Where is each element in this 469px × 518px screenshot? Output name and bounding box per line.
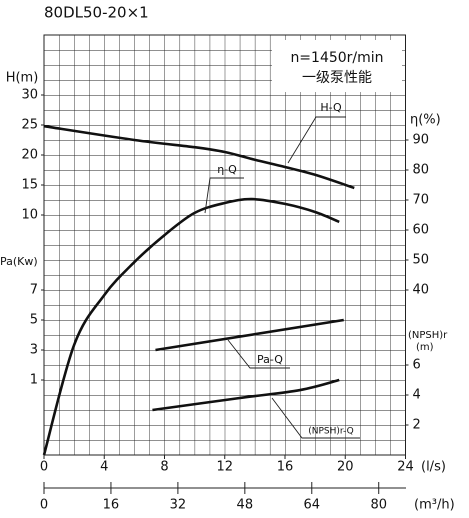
curve [152,378,340,412]
y-tick-label: 2 [413,418,421,433]
leader-line [287,116,346,164]
annotation: n=1450r/min [290,50,383,66]
curve-label: (NPSH)r-Q [308,427,353,437]
x-tick-label: 4 [100,460,108,475]
x-tick-label: 8 [160,460,168,475]
x2-tick-label: 64 [304,498,321,513]
chart-title: 80DL50-20×1 [44,4,149,22]
x2-tick-label: 16 [103,498,120,513]
y-tick-label: 20 [21,148,38,163]
leader-line [271,397,360,439]
y-tick-label: 40 [413,283,430,298]
y-axis-label: Pa(Kw) [0,255,38,268]
leader-line [204,177,244,214]
y-tick-label: 1 [30,373,38,388]
curve [43,124,355,190]
curve [42,197,340,456]
curve [155,318,344,352]
y-tick-label: 5 [30,313,38,328]
y-tick-label: 90 [413,133,430,148]
y-tick-label: 80 [413,163,430,178]
x2-tick-label: 48 [237,498,254,513]
curve-label: η-Q [217,163,237,176]
y-tick-label: 4 [413,388,421,403]
y-axis-label: H(m) [6,71,39,86]
y-tick-label: 60 [413,223,430,238]
y-tick-label: 50 [413,253,430,268]
leader-line [227,339,290,369]
y-tick-label: 70 [413,193,430,208]
y-tick-label: 7 [30,283,38,298]
x2-axis-label: (m³/h) [414,498,455,513]
curve-label: H-Q [320,101,342,114]
x-tick-label: 0 [40,460,48,475]
annotation: 一级泵性能 [302,70,372,86]
x-tick-label: 16 [277,460,294,475]
curve-label: Pa-Q [257,353,283,366]
x-tick-label: 24 [397,460,414,475]
y-axis-label: η(%) [410,113,441,128]
y-tick-label: 30 [21,88,38,103]
x2-tick-label: 0 [40,498,48,513]
y-tick-label: 6 [413,358,421,373]
y-tick-label: 3 [30,343,38,358]
x2-tick-label: 80 [370,498,387,513]
y-tick-label: 10 [21,208,38,223]
y-tick-label: 15 [21,178,38,193]
y-axis-label: (NPSH)r (m) [408,330,448,353]
x-tick-label: 20 [337,460,354,475]
grid-area [43,34,406,456]
x-tick-label: 12 [216,460,233,475]
x2-tick-label: 32 [170,498,187,513]
info-box [272,40,402,92]
y-tick-label: 25 [21,118,38,133]
x-axis-label: (l/s) [421,460,446,475]
